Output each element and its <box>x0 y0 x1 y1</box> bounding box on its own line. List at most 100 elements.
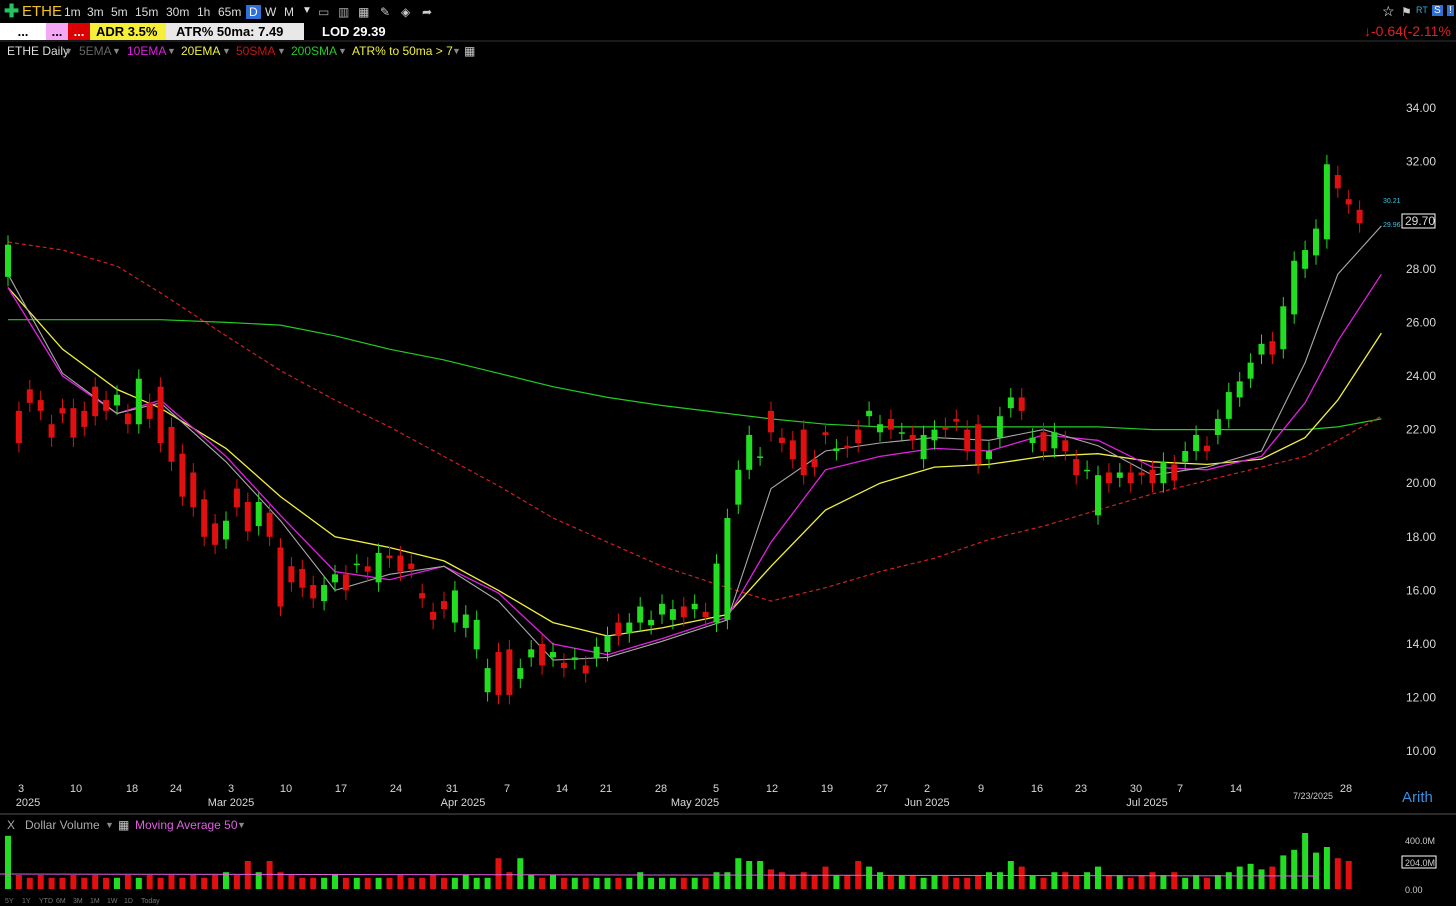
sma50-line <box>7 241 1382 602</box>
candle-body <box>114 394 120 406</box>
range-button[interactable]: 1W <box>107 898 118 905</box>
day-tick: 17 <box>335 783 347 795</box>
volume-bar <box>648 877 655 889</box>
share-icon[interactable]: ➦ <box>422 5 433 19</box>
volume-tick: 204.0M <box>1405 858 1435 868</box>
legend-200sma-dropdown-icon[interactable]: ▼ <box>338 46 347 56</box>
month-tick: Apr 2025 <box>441 797 486 809</box>
close-volume-icon[interactable]: X <box>7 818 16 832</box>
interval-5m[interactable]: 5m <box>111 5 128 19</box>
range-button[interactable]: YTD <box>39 898 53 905</box>
chart-name[interactable]: ETHE Daily <box>7 44 70 58</box>
table-icon[interactable]: ▦ <box>464 44 476 58</box>
volume-bar <box>179 877 186 889</box>
symbol-label[interactable]: ETHE <box>22 3 63 20</box>
chip-pink[interactable]: ... <box>46 23 68 40</box>
interval-weekly[interactable]: W <box>265 5 277 19</box>
legend-50sma-dropdown-icon[interactable]: ▼ <box>277 46 286 56</box>
volume-bar <box>168 875 175 889</box>
month-tick: May 2025 <box>671 797 719 809</box>
interval-3m[interactable]: 3m <box>87 5 104 19</box>
range-button[interactable]: 5Y <box>5 898 14 905</box>
volume-bar <box>768 869 774 889</box>
legend-10ema[interactable]: 10EMA <box>127 44 167 58</box>
chip-white[interactable]: ... <box>0 23 46 40</box>
volume-legend: X Dollar Volume ▼ ▦ Moving Average 50 ▼ <box>0 817 1456 833</box>
candle-body <box>1247 362 1254 379</box>
candle-body <box>648 619 655 626</box>
alert-icon[interactable]: ! <box>1447 5 1454 16</box>
range-button[interactable]: 6M <box>56 898 66 905</box>
realtime-icon[interactable]: RT <box>1416 5 1428 15</box>
volume-bar <box>887 875 894 889</box>
star-icon[interactable]: ☆ <box>1382 3 1395 19</box>
day-tick: 18 <box>126 783 138 795</box>
volume-bar <box>103 877 110 889</box>
interval-65m[interactable]: 65m <box>218 5 242 19</box>
volume-bar <box>1193 875 1200 889</box>
day-tick: 7 <box>1177 783 1183 795</box>
candle-body <box>353 563 360 566</box>
candle-body <box>1236 381 1243 398</box>
day-tick: 3 <box>228 783 234 795</box>
interval-daily[interactable]: D <box>246 5 261 19</box>
candle-body <box>364 566 371 572</box>
legend-20ema-dropdown-icon[interactable]: ▼ <box>222 46 231 56</box>
month-tick: Mar 2025 <box>208 797 254 809</box>
candle-body <box>1269 341 1276 355</box>
flag-icon[interactable]: ⚑ <box>1401 5 1412 19</box>
sma200-line <box>8 319 1382 431</box>
layers-icon[interactable]: ◈ <box>401 5 411 19</box>
volume-bar <box>495 858 502 889</box>
range-button[interactable]: Today <box>141 898 160 905</box>
interval-30m[interactable]: 30m <box>166 5 190 19</box>
calculator-icon[interactable]: ▦ <box>358 5 370 19</box>
volume-bar <box>1345 861 1352 889</box>
chart-name-dropdown-icon[interactable]: ▼ <box>64 46 73 56</box>
legend-atr-dropdown-icon[interactable]: ▼ <box>452 46 461 56</box>
volume-name[interactable]: Dollar Volume <box>25 818 100 832</box>
legend-atr-rule[interactable]: ATR% to 50ma > 7 <box>352 44 453 58</box>
volume-bar <box>615 877 622 889</box>
interval-1h[interactable]: 1h <box>197 5 211 19</box>
add-symbol-icon[interactable]: ✚ <box>4 1 20 21</box>
interval-dropdown-icon[interactable]: ▼ <box>302 5 312 16</box>
candle-body <box>768 410 774 433</box>
interval-15m[interactable]: 15m <box>135 5 159 19</box>
legend-20ema[interactable]: 20EMA <box>181 44 221 58</box>
volume-ma-label[interactable]: Moving Average 50 <box>135 818 238 832</box>
range-button[interactable]: 1Y <box>22 898 31 905</box>
range-button[interactable]: 1M <box>90 898 100 905</box>
legend-200sma[interactable]: 200SMA <box>291 44 338 58</box>
legend-5ema-dropdown-icon[interactable]: ▼ <box>112 46 121 56</box>
scan-icon[interactable]: S <box>1432 5 1443 16</box>
volume-ma-dropdown-icon[interactable]: ▼ <box>237 820 246 830</box>
candle-body <box>430 611 437 620</box>
candle-body <box>680 606 687 618</box>
volume-bar <box>70 875 77 889</box>
interval-1m[interactable]: 1m <box>64 5 81 19</box>
legend-50sma[interactable]: 50SMA <box>236 44 276 58</box>
volume-bar <box>212 875 219 889</box>
chart-type-icon[interactable]: ▭ <box>318 5 330 19</box>
range-button[interactable]: 3M <box>73 898 83 905</box>
volume-dropdown-icon[interactable]: ▼ <box>105 820 114 830</box>
candle-body <box>288 566 295 583</box>
volume-bar <box>800 872 807 889</box>
candle-body <box>157 386 164 443</box>
pencil-icon[interactable]: ✎ <box>380 5 391 19</box>
legend-10ema-dropdown-icon[interactable]: ▼ <box>167 46 176 56</box>
volume-bar <box>59 877 66 889</box>
day-tick: 24 <box>390 783 402 795</box>
interval-monthly[interactable]: M <box>284 5 294 19</box>
volume-table-icon[interactable]: ▦ <box>118 818 130 832</box>
range-button[interactable]: 1D <box>124 898 133 905</box>
legend-5ema[interactable]: 5EMA <box>79 44 112 58</box>
bar-chart-icon[interactable]: ▥ <box>338 5 350 19</box>
price-tick: 16.00 <box>1406 583 1436 597</box>
volume-bar <box>5 835 11 889</box>
chip-red[interactable]: ... <box>68 23 90 40</box>
candle-body <box>604 635 611 653</box>
candle-body <box>190 472 197 508</box>
